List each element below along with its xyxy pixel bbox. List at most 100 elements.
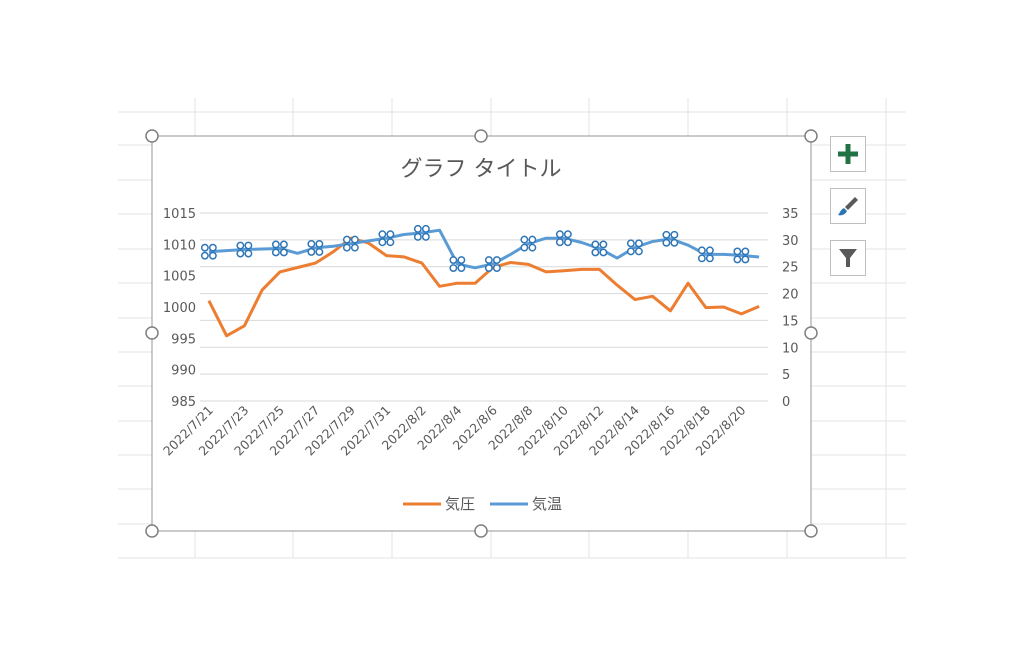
marker-handle bbox=[315, 247, 324, 256]
resize-handle[interactable] bbox=[474, 129, 488, 143]
marker-handle bbox=[421, 224, 430, 233]
chart-area[interactable] bbox=[151, 135, 812, 532]
temperature-point-marker[interactable] bbox=[200, 243, 217, 260]
right-axis-tick-label: 20 bbox=[782, 288, 799, 303]
temperature-point-marker[interactable] bbox=[342, 235, 359, 252]
marker-handle bbox=[307, 247, 316, 256]
temperature-point-marker[interactable] bbox=[591, 240, 608, 257]
chart-elements-button[interactable] bbox=[830, 136, 866, 172]
marker-handle bbox=[528, 235, 537, 244]
resize-handle[interactable] bbox=[804, 524, 818, 538]
marker-handle bbox=[244, 249, 253, 258]
temperature-point-marker[interactable] bbox=[555, 230, 572, 247]
brush-icon bbox=[838, 197, 858, 216]
left-axis-tick-label: 990 bbox=[171, 364, 196, 379]
marker-handle bbox=[421, 232, 430, 241]
marker-handle bbox=[271, 248, 280, 257]
marker-handle bbox=[705, 246, 714, 255]
marker-handle bbox=[520, 243, 529, 252]
left-axis-tick-label: 1015 bbox=[163, 207, 196, 222]
marker-handle bbox=[413, 232, 422, 241]
marker-handle bbox=[591, 240, 600, 249]
marker-handle bbox=[208, 251, 217, 260]
right-axis-tick-label: 35 bbox=[782, 207, 799, 222]
temperature-point-marker[interactable] bbox=[236, 241, 253, 258]
marker-handle bbox=[662, 238, 671, 247]
resize-handle[interactable] bbox=[804, 129, 818, 143]
filter-icon bbox=[839, 249, 857, 267]
legend[interactable]: 気圧 気温 bbox=[403, 495, 562, 513]
marker-handle bbox=[555, 238, 564, 247]
temperature-point-marker[interactable] bbox=[662, 230, 679, 247]
marker-handle bbox=[386, 230, 395, 239]
marker-handle bbox=[457, 264, 466, 272]
marker-handle bbox=[244, 241, 253, 250]
marker-handle bbox=[705, 254, 714, 263]
marker-handle bbox=[457, 256, 466, 264]
chart-styles-button[interactable] bbox=[830, 188, 866, 224]
resize-handle[interactable] bbox=[804, 326, 818, 340]
marker-handle bbox=[386, 238, 395, 247]
marker-handle bbox=[350, 243, 359, 252]
chart-title[interactable]: グラフ タイトル bbox=[401, 157, 562, 182]
pressure-line[interactable] bbox=[207, 236, 760, 338]
marker-handle bbox=[378, 238, 387, 247]
chart-resize-handles bbox=[145, 129, 818, 538]
marker-handle bbox=[520, 235, 529, 244]
temperature-point-marker[interactable] bbox=[307, 239, 324, 256]
marker-handle bbox=[200, 251, 209, 260]
marker-handle bbox=[634, 239, 643, 248]
temperature-point-marker[interactable] bbox=[449, 256, 466, 272]
marker-handle bbox=[634, 247, 643, 256]
marker-handle bbox=[563, 230, 572, 239]
marker-handle bbox=[271, 240, 280, 249]
temperature-point-marker[interactable] bbox=[484, 256, 501, 272]
marker-handle bbox=[342, 235, 351, 244]
marker-handle bbox=[733, 247, 742, 256]
temperature-point-marker[interactable] bbox=[697, 246, 714, 263]
resize-handle[interactable] bbox=[145, 524, 159, 538]
marker-handle bbox=[492, 256, 501, 264]
resize-handle[interactable] bbox=[474, 524, 488, 538]
resize-handle[interactable] bbox=[145, 129, 159, 143]
left-axis-tick-label: 1010 bbox=[163, 238, 196, 253]
marker-handle bbox=[697, 254, 706, 263]
marker-handle bbox=[279, 248, 288, 257]
marker-handle bbox=[697, 246, 706, 255]
temperature-point-marker[interactable] bbox=[271, 240, 288, 257]
marker-handle bbox=[492, 264, 501, 272]
marker-handle bbox=[662, 230, 671, 239]
temperature-point-marker[interactable] bbox=[378, 230, 395, 247]
resize-handle[interactable] bbox=[145, 326, 159, 340]
plus-icon bbox=[838, 144, 858, 164]
marker-handle bbox=[315, 239, 324, 248]
left-axis-tick-label: 985 bbox=[171, 395, 196, 410]
temperature-point-marker[interactable] bbox=[733, 247, 750, 264]
right-axis-tick-label: 10 bbox=[782, 341, 799, 356]
marker-handle bbox=[279, 240, 288, 249]
marker-handle bbox=[378, 230, 387, 239]
left-axis-tick-label: 1005 bbox=[163, 270, 196, 285]
legend-label-pressure: 気圧 bbox=[445, 495, 475, 513]
marker-handle bbox=[626, 239, 635, 248]
marker-handle bbox=[208, 243, 217, 252]
marker-handle bbox=[591, 248, 600, 257]
marker-handle bbox=[670, 238, 679, 247]
marker-handle bbox=[413, 224, 422, 233]
legend-label-temperature: 気温 bbox=[532, 495, 562, 513]
temperature-point-marker[interactable] bbox=[626, 239, 643, 256]
marker-handle bbox=[236, 241, 245, 250]
right-axis-tick-label: 30 bbox=[782, 234, 799, 249]
marker-handle bbox=[236, 249, 245, 258]
marker-handle bbox=[741, 255, 750, 264]
marker-handle bbox=[670, 230, 679, 239]
chart-filters-button[interactable] bbox=[830, 240, 866, 276]
temperature-point-marker[interactable] bbox=[413, 224, 430, 241]
marker-handle bbox=[555, 230, 564, 239]
marker-handle bbox=[626, 247, 635, 256]
temperature-point-marker[interactable] bbox=[520, 235, 537, 252]
marker-handle bbox=[599, 248, 608, 257]
left-axis-tick-label: 1000 bbox=[163, 301, 196, 316]
marker-handle bbox=[563, 238, 572, 247]
